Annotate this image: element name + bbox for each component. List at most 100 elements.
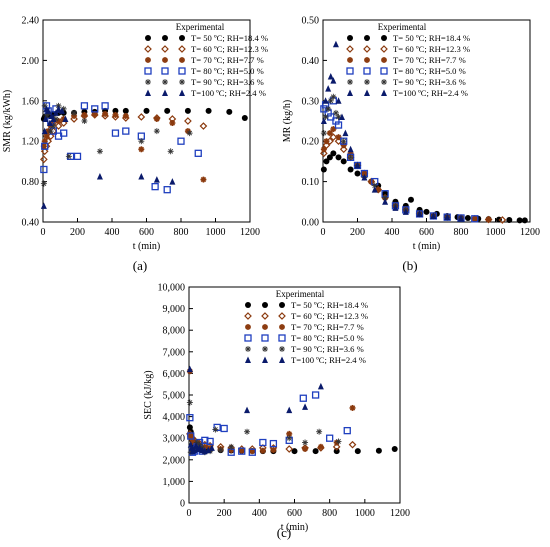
data-point [286,430,293,437]
x-tick-label: 0 [321,227,326,238]
data-point [330,77,337,84]
data-point [326,130,333,137]
data-point [320,117,327,124]
data-point [347,145,354,153]
data-point [322,141,331,150]
data-point [339,145,348,154]
data-point [46,119,53,127]
data-point [299,394,307,402]
data-point [349,404,356,411]
x-tick-label: 1200 [390,508,410,519]
data-point [40,202,47,209]
x-tick-label: 200 [217,508,232,519]
data-point [334,121,343,129]
data-point [153,115,160,122]
data-point [323,138,330,145]
data-point [485,216,492,223]
data-point [471,215,478,222]
y-tick-label: 1,000 [163,477,186,488]
data-point [416,210,423,217]
data-point [200,176,207,183]
y-tick-label: 0.40 [22,218,40,229]
y-tick-label: 2.40 [22,16,40,27]
data-point [40,147,49,156]
x-tick-label: 800 [454,227,469,238]
x-tick-label: 400 [385,227,400,238]
legend-marker [162,35,168,41]
x-tick-label: 1000 [355,508,375,519]
data-point [423,208,430,215]
data-point [354,170,361,177]
data-point [444,213,451,221]
legend-marker [161,45,169,53]
legend-marker [347,57,353,63]
data-point [402,208,409,215]
series-5 [186,365,324,455]
legend-entry: T= 70 ºC; RH=7.7 % [393,55,466,65]
data-point [73,152,82,161]
data-point [169,178,176,185]
legend-title: Experimental [176,22,225,32]
chart-panel-a: 0 200 400 600 800 1000 1200 0.40 0.80 1.20 1.60 2.0… [2,16,268,274]
data-point [122,127,130,135]
data-point [330,126,337,133]
legend-marker [346,45,354,53]
data-point [312,448,319,455]
y-tick-label: 3,000 [163,434,186,445]
data-point [50,115,57,122]
data-point [226,108,233,115]
data-point [54,122,63,130]
x-tick-label: 400 [252,508,267,519]
data-point [516,217,523,224]
legend-marker [364,89,370,96]
data-point [41,142,49,150]
data-point [317,443,324,450]
data-point [164,107,171,114]
y-tick-label: 0.00 [302,218,320,229]
data-point [325,105,332,112]
data-point [311,391,320,399]
data-point [326,434,334,442]
legend-marker [245,324,251,330]
y-tick-label: 0.20 [302,137,320,148]
x-tick-label: 1000 [486,227,506,238]
data-point [354,448,361,455]
y-tick-label: 0.10 [302,177,320,188]
data-point [186,399,193,406]
data-point [347,166,354,173]
y-tick-label: 8,000 [163,326,186,337]
data-point [316,428,323,435]
legend-marker [279,324,285,330]
y-tick-label: 7,000 [163,347,186,358]
legend-marker [179,89,185,96]
legend-entry: T= 80 ºC; RH=5.0 % [393,66,466,76]
data-point [62,115,69,122]
legend-marker [244,312,252,320]
legend-marker [262,324,268,330]
y-tick-label: 0 [180,499,185,510]
legend-marker [178,67,186,75]
data-point [317,382,324,390]
data-point [333,448,340,455]
data-point [238,447,245,454]
legend-entry: T= 70 ºC; RH=7.7 % [191,55,264,65]
data-point [40,155,48,164]
y-axis-label: SEC (kJ/kg) [143,370,154,419]
data-point [46,132,55,140]
data-point [354,161,361,169]
x-tick-label: 1200 [520,227,540,238]
legend-entry: T= 90 ºC; RH=3.6 % [393,77,466,87]
data-point [187,432,195,440]
y-tick-label: 1.20 [22,137,40,148]
x-axis-label: t (min) [413,241,441,252]
legend-marker [279,302,285,308]
legend-marker [364,79,370,85]
legend-marker [162,79,168,85]
data-point [340,158,347,165]
data-point [40,180,47,187]
data-point [137,113,146,121]
data-point [80,102,89,110]
legend-marker [262,302,268,308]
data-point [343,426,351,435]
data-point [151,182,159,191]
